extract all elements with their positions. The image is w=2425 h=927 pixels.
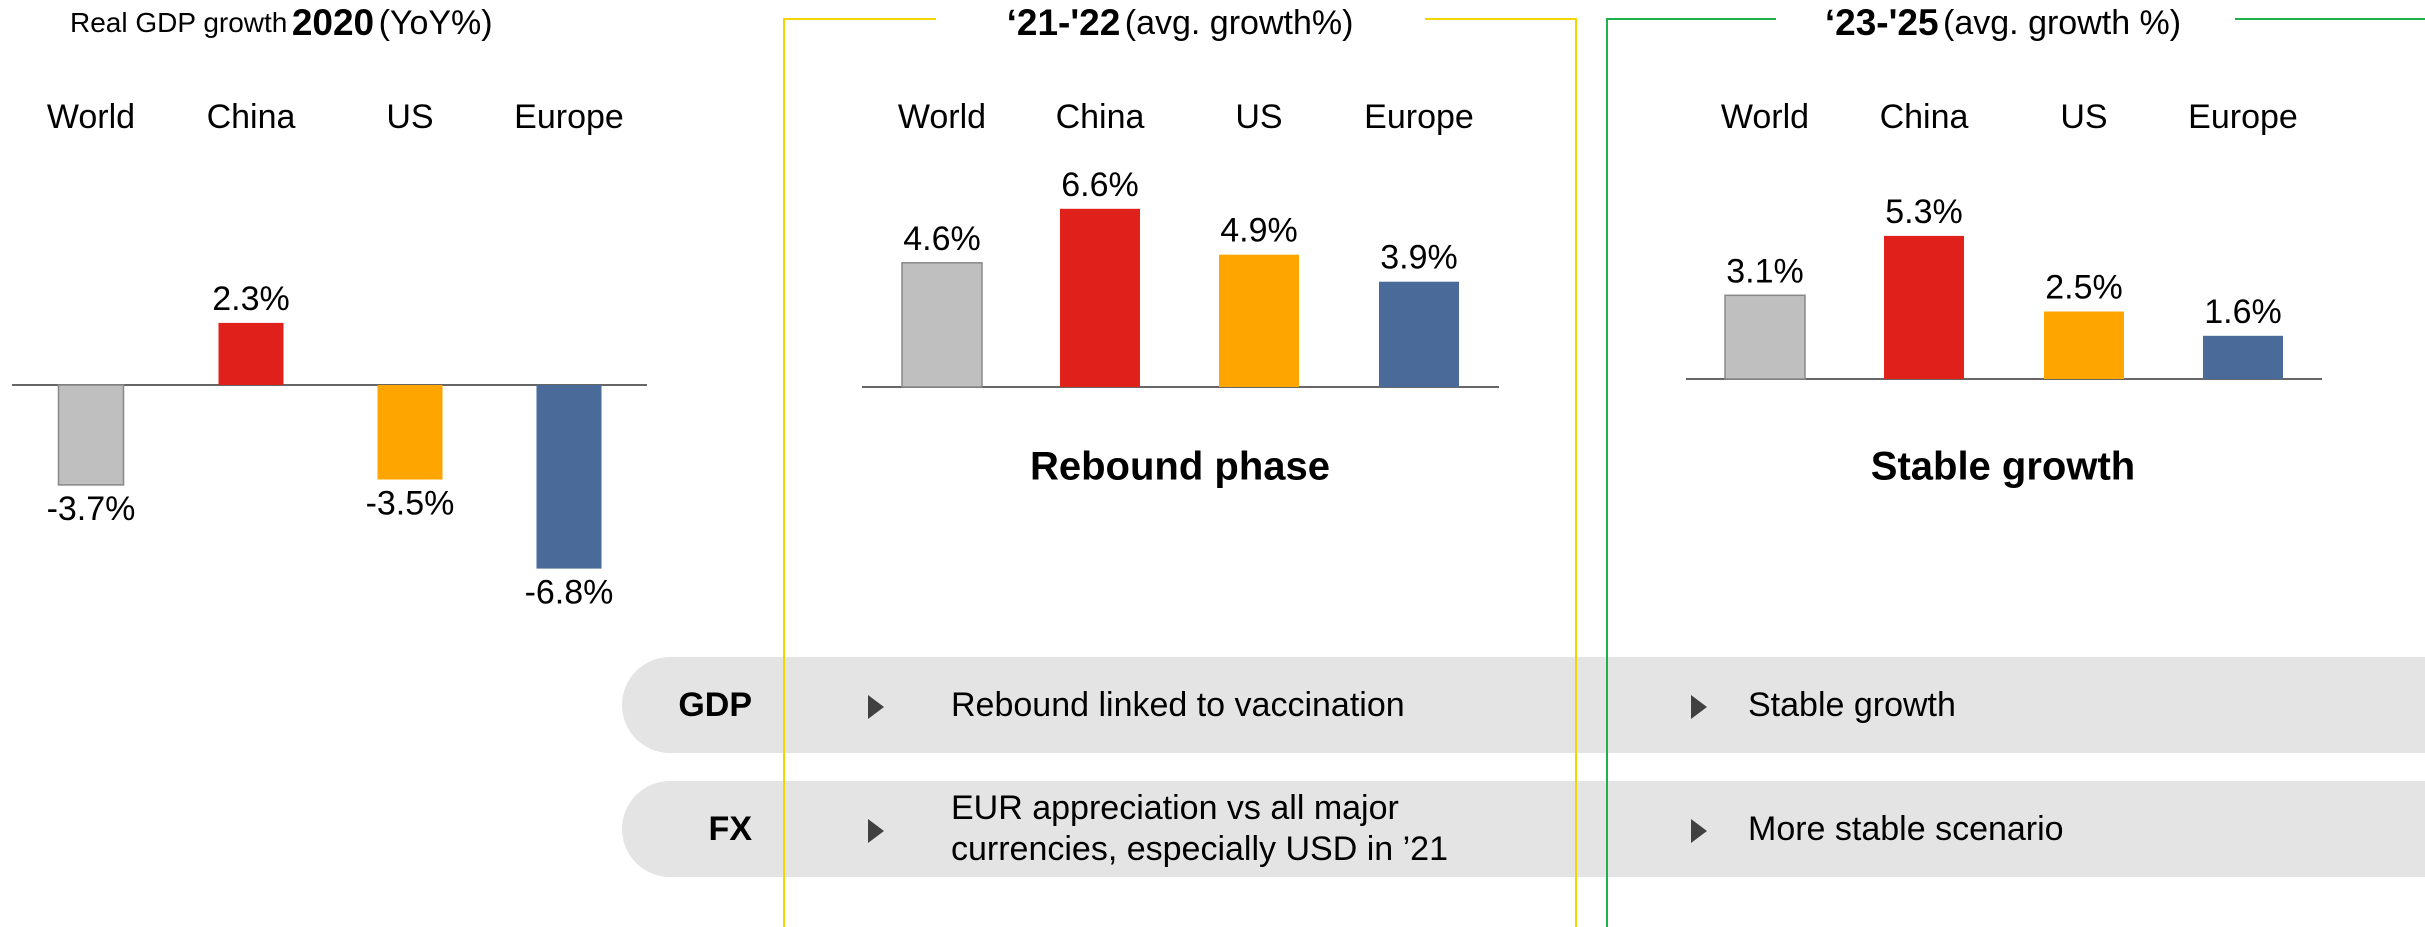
value-label: 4.9% (1220, 212, 1298, 250)
value-label: -3.7% (47, 490, 136, 528)
bar (57, 384, 125, 486)
bar (377, 385, 443, 480)
row-item: More stable scenario (1748, 809, 2064, 848)
category-label: Europe (1364, 98, 1474, 136)
bar (1060, 208, 1140, 387)
row-item: EUR appreciation vs all major currencies… (951, 789, 1448, 868)
value-label: 4.6% (903, 220, 981, 258)
bullet (1691, 695, 1707, 719)
category-label: China (207, 98, 296, 136)
category-label: World (898, 98, 986, 136)
chart-title: ‘23-'25 (avg. growth %) (1825, 2, 2181, 43)
title-unit: (YoY%) (379, 4, 493, 42)
chart-title: ‘21-'22 (avg. growth%) (1007, 2, 1354, 43)
category-label: US (1235, 98, 1282, 136)
bar (1379, 281, 1459, 387)
row: FX EUR appreciation vs all major currenci… (622, 781, 2425, 877)
bar (218, 322, 284, 385)
row: GDP Rebound linked to vaccination Stable g… (622, 657, 2425, 753)
row-label: FX (708, 809, 752, 848)
category-label: Europe (2188, 98, 2298, 136)
row-item: Rebound linked to vaccination (951, 685, 1405, 724)
value-label: 1.6% (2204, 293, 2282, 331)
title-unit: (avg. growth %) (1943, 4, 2181, 42)
value-label: 2.3% (212, 280, 290, 318)
bar (1884, 235, 1964, 379)
bar (2203, 335, 2283, 379)
title-period: 2020 (292, 2, 374, 43)
value-label: -6.8% (525, 574, 614, 612)
row-label: GDP (678, 685, 752, 724)
value-label: 5.3% (1885, 193, 1963, 231)
title-period: ‘23-'25 (1825, 2, 1939, 43)
chart-title: Real GDP growth 2020 (YoY%) (70, 2, 493, 43)
bullet (1691, 819, 1707, 843)
bar (536, 385, 602, 569)
subtitle: Stable growth (1871, 445, 2135, 489)
value-label: -3.5% (366, 484, 455, 522)
category-label: Europe (514, 98, 624, 136)
bar (1724, 294, 1806, 380)
bar (2044, 311, 2124, 379)
title-period: ‘21-'22 (1007, 2, 1121, 43)
category-label: China (1880, 98, 1969, 136)
category-label: China (1056, 98, 1145, 136)
value-label: 3.9% (1380, 239, 1458, 277)
row-item: Stable growth (1748, 685, 1956, 724)
value-label: 3.1% (1726, 252, 1804, 290)
category-label: US (2060, 98, 2107, 136)
bullet (868, 695, 884, 719)
category-label: World (1721, 98, 1809, 136)
category-label: World (47, 98, 135, 136)
title-text: Real GDP growth (70, 7, 287, 38)
bullet (868, 819, 884, 843)
subtitle: Rebound phase (1030, 445, 1330, 489)
value-label: 6.6% (1061, 166, 1139, 204)
category-label: US (386, 98, 433, 136)
title-unit: (avg. growth%) (1125, 4, 1354, 42)
value-label: 2.5% (2045, 268, 2123, 306)
bar (901, 262, 983, 388)
bar (1219, 254, 1299, 387)
